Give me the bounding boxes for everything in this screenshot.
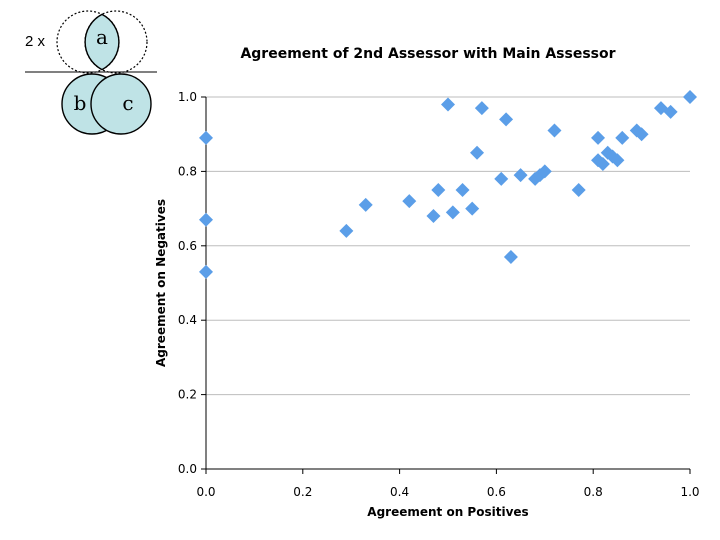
data-point — [571, 183, 586, 197]
x-tick-label: 0.6 — [487, 485, 506, 499]
data-point — [494, 171, 509, 186]
x-tick-label: 0.2 — [293, 485, 312, 499]
data-point — [470, 145, 485, 160]
y-axis-ticks: 0.0 0.2 0.4 0.6 0.8 1.0 — [178, 90, 206, 476]
venn-circle-c — [90, 73, 152, 135]
data-point — [455, 183, 470, 197]
data-point — [537, 164, 552, 179]
data-point — [663, 104, 678, 119]
x-axis-label: Agreement on Positives — [367, 505, 528, 519]
y-axis-label: Agreement on Negatives — [154, 199, 168, 367]
y-tick-label: 0.6 — [178, 239, 197, 253]
data-point — [595, 156, 610, 171]
data-point — [591, 130, 606, 145]
data-point — [503, 249, 518, 264]
data-point — [426, 209, 441, 224]
data-point — [474, 101, 489, 116]
x-tick-label: 0.8 — [584, 485, 603, 499]
data-point — [358, 197, 373, 212]
y-tick-label: 0.0 — [178, 462, 197, 476]
y-tick-label: 1.0 — [178, 90, 197, 104]
data-point — [441, 97, 455, 112]
data-point — [431, 183, 446, 197]
data-point — [499, 112, 514, 127]
x-axis-ticks: 0.0 0.2 0.4 0.6 0.8 1.0 — [196, 469, 700, 499]
data-point — [547, 123, 562, 138]
venn-label-a: a — [96, 25, 108, 49]
data-point — [339, 223, 354, 238]
x-tick-label: 0.0 — [196, 485, 215, 499]
data-point — [445, 205, 460, 220]
y-tick-label: 0.4 — [178, 313, 197, 327]
y-tick-label: 0.2 — [178, 388, 197, 402]
data-point — [465, 201, 480, 216]
formula-coefficient: 2 x — [25, 33, 46, 50]
data-point — [615, 130, 630, 145]
venn-formula-diagram: 2 x a b c — [25, 10, 157, 135]
venn-intersection-a — [84, 13, 120, 71]
data-point — [683, 90, 697, 104]
y-tick-label: 0.8 — [178, 164, 197, 178]
venn-label-b: b — [74, 91, 87, 115]
grid-lines — [206, 96, 690, 396]
data-point — [402, 194, 417, 209]
data-point — [199, 130, 213, 145]
data-point — [513, 168, 528, 183]
data-point — [634, 127, 649, 142]
venn-label-c: c — [122, 91, 133, 115]
data-points — [199, 90, 697, 279]
x-tick-label: 1.0 — [680, 485, 699, 499]
chart-title: Agreement of 2nd Assessor with Main Asse… — [240, 46, 615, 62]
data-point — [199, 264, 213, 279]
data-point — [199, 212, 213, 227]
x-tick-label: 0.4 — [390, 485, 409, 499]
data-point — [610, 153, 625, 168]
